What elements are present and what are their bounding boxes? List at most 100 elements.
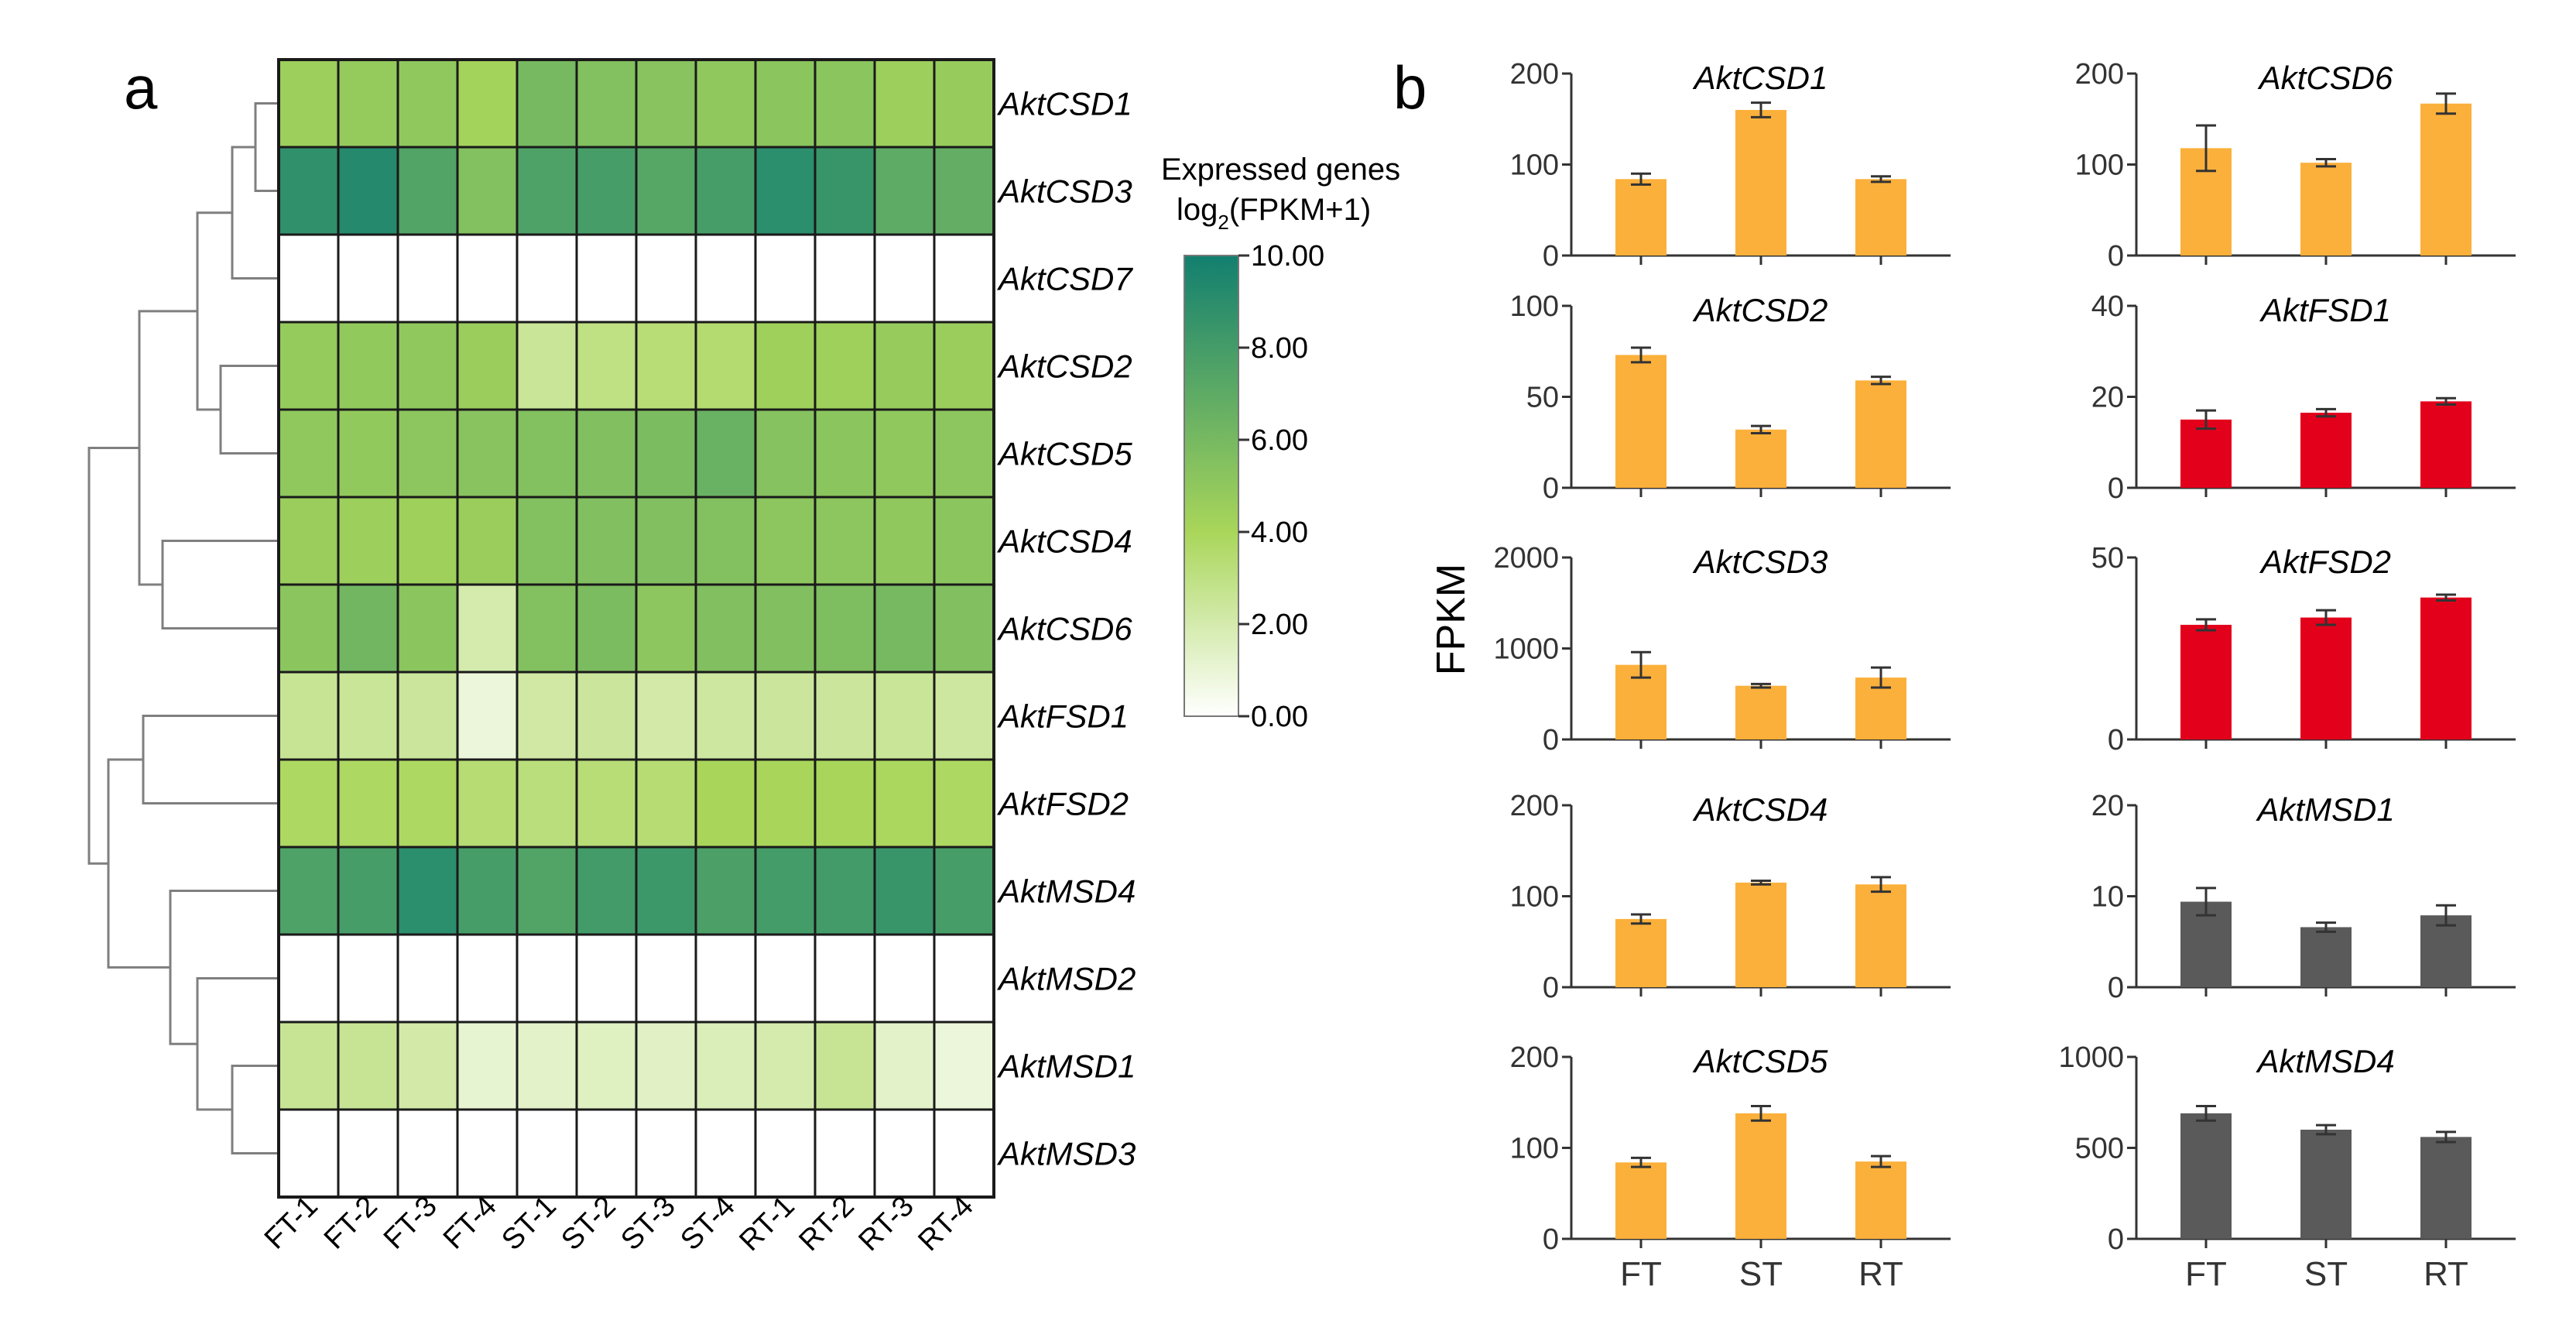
heatmap-cell xyxy=(277,846,340,936)
dendrogram-branch xyxy=(161,540,277,629)
bar xyxy=(2300,617,2352,739)
heatmap-cell xyxy=(277,1108,340,1199)
heatmap-cell xyxy=(933,146,995,236)
bar xyxy=(1615,918,1667,987)
heatmap-cell xyxy=(814,58,876,149)
heatmap-cell xyxy=(456,146,519,236)
subplot-title: AktMSD4 xyxy=(2255,1043,2394,1079)
bar-subplot: 0 100 200 AktCSD4 xyxy=(1510,790,1951,1004)
heatmap-cell xyxy=(694,846,757,936)
heatmap-cell xyxy=(814,846,876,936)
bar xyxy=(1735,429,1786,488)
y-tick-label: 20 xyxy=(2091,790,2124,822)
bar xyxy=(2420,915,2472,987)
heatmap-cell xyxy=(694,58,757,149)
heatmap-cell xyxy=(516,671,578,761)
heatmap-cell xyxy=(635,671,697,761)
heatmap-cell xyxy=(337,583,399,674)
heatmap-row-label: AktCSD4 xyxy=(996,523,1132,560)
heatmap-cell xyxy=(754,146,817,236)
heatmap-cell xyxy=(933,846,995,936)
heatmap-cell xyxy=(933,233,995,324)
heatmap-cell xyxy=(635,758,697,849)
y-tick-label: 200 xyxy=(2075,58,2124,91)
bar xyxy=(2300,163,2352,256)
heatmap-cell xyxy=(516,233,578,324)
heatmap-cell xyxy=(814,671,876,761)
dendrogram-branch xyxy=(107,758,170,969)
subplot-title: AktCSD3 xyxy=(1692,544,1828,580)
subplot-title: AktFSD1 xyxy=(2259,292,2391,328)
heatmap-cell xyxy=(933,408,995,499)
heatmap-column-label: ST-2 xyxy=(555,1190,622,1257)
y-tick-label: 100 xyxy=(1510,149,1559,182)
y-tick-label: 1000 xyxy=(1493,633,1559,666)
heatmap-cell xyxy=(635,1108,697,1199)
heatmap-cell xyxy=(277,1021,340,1111)
heatmap-cell xyxy=(337,1021,399,1111)
heatmap-cell xyxy=(873,583,936,674)
heatmap-cell xyxy=(694,233,757,324)
dendrogram-branch xyxy=(169,890,277,1045)
heatmap-cell xyxy=(456,58,519,149)
x-category-label: ST xyxy=(1739,1255,1783,1293)
colorbar-tick-label: 6.00 xyxy=(1251,424,1308,457)
y-tick-label: 0 xyxy=(1543,240,1559,273)
heatmap-cell xyxy=(396,233,459,324)
y-tick-label: 100 xyxy=(1510,290,1559,323)
heatmap-cell xyxy=(575,496,638,586)
heatmap-cell xyxy=(814,146,876,236)
heatmap-cell xyxy=(396,496,459,586)
heatmap-cell xyxy=(814,408,876,499)
heatmap-cell xyxy=(516,321,578,411)
heatmap-cell xyxy=(814,1021,876,1111)
heatmap-row-label: AktMSD3 xyxy=(996,1136,1136,1172)
bar xyxy=(2420,401,2472,488)
bar-subplot: 0 500 1000 AktMSD4 FT ST RT xyxy=(2058,1041,2516,1293)
heatmap-cell xyxy=(754,846,817,936)
y-tick-label: 0 xyxy=(2108,472,2124,505)
bar-subplot: 0 50 100 AktCSD2 xyxy=(1510,290,1951,505)
bar-subplot: 0 10 20 AktMSD1 xyxy=(2091,790,2516,1004)
heatmap-cell xyxy=(277,58,340,149)
heatmap-cell xyxy=(635,233,697,324)
colorbar-tick-label: 10.00 xyxy=(1251,240,1324,273)
heatmap-cell xyxy=(814,933,876,1024)
y-tick-label: 0 xyxy=(2108,972,2124,1004)
heatmap-row-label: AktFSD1 xyxy=(996,698,1129,735)
bar-subplot: 0 100 200 AktCSD6 xyxy=(2075,58,2516,273)
heatmap-cell xyxy=(694,496,757,586)
bar xyxy=(1735,882,1786,987)
heatmap-row-label: AktCSD7 xyxy=(996,261,1133,297)
bar xyxy=(1735,685,1786,739)
heatmap-cell xyxy=(337,1108,399,1199)
y-tick-label: 50 xyxy=(2091,542,2124,575)
bar xyxy=(2300,927,2352,987)
bar xyxy=(2180,1113,2232,1239)
heatmap-cell xyxy=(754,671,817,761)
heatmap-cell xyxy=(635,846,697,936)
bar xyxy=(2420,1137,2472,1239)
colorbar-tick-label: 2.00 xyxy=(1251,609,1308,641)
heatmap-row-label: AktCSD2 xyxy=(996,348,1132,385)
y-tick-label: 0 xyxy=(2108,724,2124,756)
y-tick-label: 200 xyxy=(1510,790,1559,822)
heatmap-cell xyxy=(635,1021,697,1111)
bar xyxy=(2300,1130,2352,1239)
subplot-title: AktCSD5 xyxy=(1692,1043,1828,1079)
heatmap-cell xyxy=(933,321,995,411)
colorbar-title-line1: Expressed genes xyxy=(1161,153,1400,187)
y-tick-label: 0 xyxy=(1543,472,1559,505)
colorbar-title-line2: log2(FPKM+1) xyxy=(1177,193,1371,234)
heatmap-cell xyxy=(337,146,399,236)
y-tick-label: 0 xyxy=(1543,724,1559,756)
bar xyxy=(2180,419,2232,488)
bar xyxy=(2420,103,2472,256)
heatmap-cell xyxy=(456,496,519,586)
dendrogram-branch xyxy=(87,446,139,865)
heatmap-cell xyxy=(814,758,876,849)
heatmap-cell xyxy=(456,671,519,761)
dendrogram-branch xyxy=(254,102,277,192)
heatmap-cell xyxy=(575,1021,638,1111)
bar xyxy=(1615,355,1667,488)
